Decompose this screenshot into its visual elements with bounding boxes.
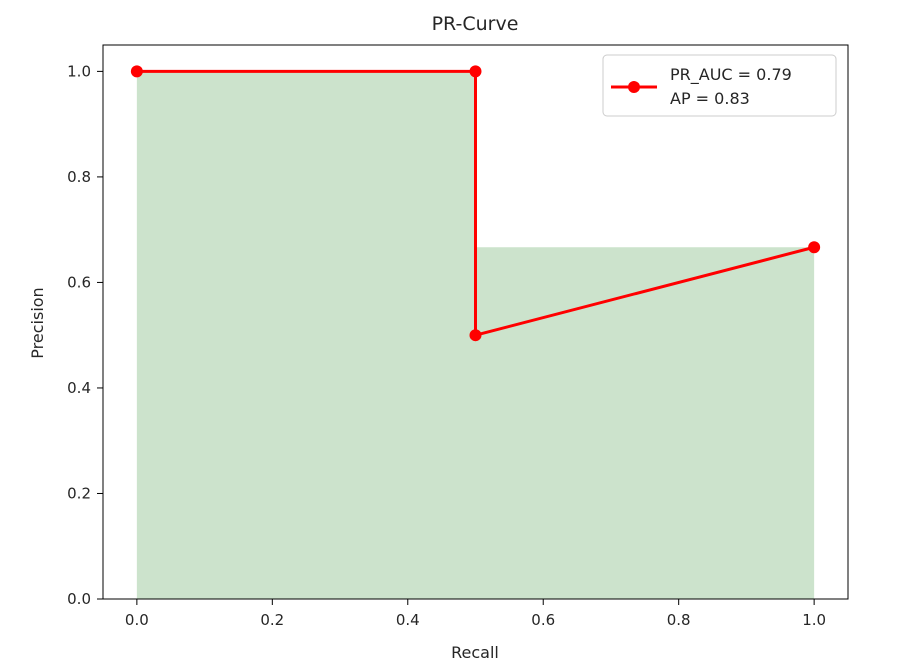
x-tick-label: 0.4 xyxy=(396,611,420,629)
y-tick-label: 0.8 xyxy=(67,168,91,186)
legend: PR_AUC = 0.79 AP = 0.83 xyxy=(602,54,837,117)
x-tick-label: 0.0 xyxy=(125,611,149,629)
pr-curve-point xyxy=(469,65,482,78)
y-tick-label: 0.6 xyxy=(67,273,91,291)
x-tick-label: 0.2 xyxy=(260,611,284,629)
pr-curve-line xyxy=(136,69,815,337)
pr-curve-point xyxy=(130,65,143,78)
legend-label-pr-auc: PR_AUC = 0.79 xyxy=(670,65,792,85)
x-axis-label: Recall xyxy=(451,643,499,662)
pr-curve-point xyxy=(808,241,821,254)
axes: 0.0 0.2 0.4 0.6 0.8 1.0 0.0 0.2 0.4 0.6 0.8 1.0 xyxy=(67,44,849,629)
x-tick-label: 0.6 xyxy=(531,611,555,629)
legend-marker-sample xyxy=(628,81,640,93)
legend-label-ap: AP = 0.83 xyxy=(670,89,750,108)
y-axis-label: Precision xyxy=(28,287,47,358)
pr-curve-point xyxy=(469,329,482,342)
y-tick-label: 0.2 xyxy=(67,484,91,502)
axes-frame xyxy=(102,44,849,600)
y-tick-label: 0.4 xyxy=(67,379,91,397)
legend-box xyxy=(602,54,837,117)
chart-title: PR-Curve xyxy=(432,13,519,35)
y-tick-label: 0.0 xyxy=(67,590,91,608)
y-tick-label: 1.0 xyxy=(67,62,91,80)
x-tick-label: 1.0 xyxy=(802,611,826,629)
plot-area xyxy=(130,65,821,599)
x-tick-label: 0.8 xyxy=(667,611,691,629)
